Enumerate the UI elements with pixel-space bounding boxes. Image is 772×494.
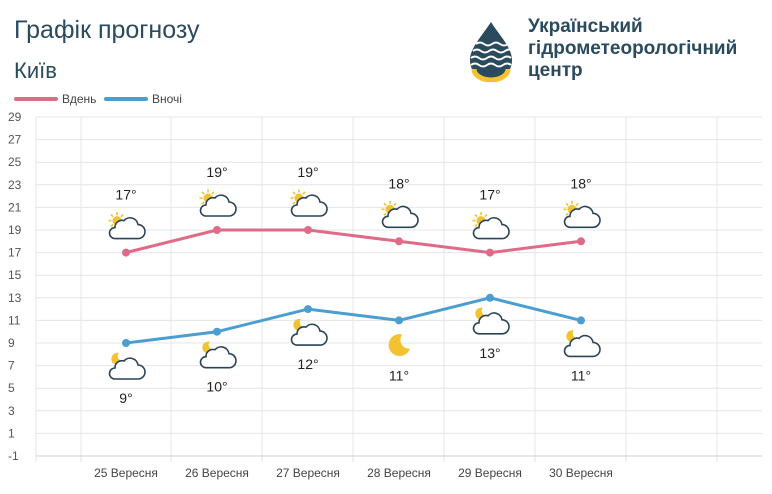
data-point-night[interactable]	[122, 339, 130, 347]
cloud-shape	[563, 205, 601, 229]
x-tick-label: 28 Вересня	[367, 466, 431, 480]
data-point-day[interactable]	[577, 237, 585, 246]
data-point-night[interactable]	[304, 305, 312, 314]
cloud-shape	[472, 216, 510, 240]
data-label-day: 19°	[206, 164, 227, 180]
y-tick-label: -1	[8, 449, 19, 463]
organization-name: Український гідрометеорологічний центр	[528, 16, 768, 82]
data-label-day: 17°	[115, 187, 136, 203]
page-title: Графік прогнозу	[14, 16, 200, 44]
sun-cloud-icon	[108, 212, 146, 240]
cloud-shape	[199, 194, 237, 217]
org-line: Український	[528, 16, 643, 37]
series-line-night	[125, 296, 582, 345]
data-point-night[interactable]	[577, 316, 585, 325]
y-tick-label: 3	[8, 404, 15, 418]
org-line: центр	[528, 60, 583, 81]
moon-icon	[388, 334, 410, 357]
sun-cloud-icon	[472, 212, 510, 240]
data-label-night: 9°	[119, 390, 132, 406]
cloud-shape	[563, 334, 601, 358]
y-tick-label: 13	[8, 291, 22, 305]
y-tick-label: 7	[8, 359, 15, 373]
y-tick-label: 27	[8, 133, 22, 147]
y-tick-label: 25	[8, 155, 22, 169]
data-label-day: 18°	[570, 175, 591, 191]
y-tick-label: 19	[8, 223, 22, 237]
hydromet-logo-icon	[470, 22, 514, 82]
data-label-day: 17°	[479, 187, 500, 203]
data-point-day[interactable]	[213, 226, 221, 234]
data-point-night[interactable]	[486, 293, 494, 302]
x-tick-label: 26 Вересня	[185, 466, 249, 480]
data-label-night: 10°	[206, 379, 227, 395]
moon-cloud-icon	[290, 318, 328, 346]
moon-cloud-icon	[199, 341, 237, 369]
cloud-shape	[290, 323, 328, 346]
sun-cloud-icon	[199, 189, 237, 217]
legend-swatch-night	[104, 97, 148, 101]
org-line: гідрометеорологічний	[528, 38, 738, 59]
y-tick-label: 5	[8, 381, 15, 395]
y-tick-label: 17	[8, 246, 22, 260]
y-tick-label: 21	[8, 200, 22, 214]
x-tick-label: 29 Вересня	[458, 466, 522, 480]
data-point-day[interactable]	[304, 226, 312, 234]
legend-label-night: Вночі	[152, 92, 182, 106]
y-tick-label: 11	[8, 313, 21, 327]
cloud-shape	[108, 357, 146, 380]
legend-label-day: Вдень	[62, 92, 97, 106]
cloud-shape	[108, 216, 146, 240]
moon-cloud-icon	[472, 307, 510, 335]
data-point-night[interactable]	[395, 316, 403, 325]
data-point-night[interactable]	[213, 327, 221, 336]
cloud-shape	[381, 205, 419, 229]
moon-cloud-icon	[563, 330, 601, 358]
data-label-day: 19°	[297, 164, 318, 180]
data-label-night: 11°	[571, 367, 591, 383]
data-point-day[interactable]	[486, 248, 494, 257]
sun-cloud-icon	[563, 200, 601, 229]
data-label-night: 11°	[389, 367, 409, 383]
x-tick-label: 27 Вересня	[276, 466, 340, 480]
series-line-day	[125, 228, 582, 255]
y-tick-label: 1	[8, 426, 15, 440]
x-tick-label: 30 Вересня	[549, 466, 613, 480]
data-point-day[interactable]	[395, 237, 403, 246]
cloud-shape	[199, 346, 237, 369]
y-tick-label: 9	[8, 336, 15, 350]
data-label-night: 12°	[297, 356, 318, 372]
data-point-day[interactable]	[122, 248, 130, 257]
legend-item-night[interactable]: Вночі	[104, 92, 182, 106]
data-label-day: 18°	[388, 175, 409, 191]
city-name: Київ	[14, 58, 57, 83]
y-tick-label: 23	[8, 178, 22, 192]
x-tick-label: 25 Вересня	[94, 466, 158, 480]
cloud-shape	[290, 194, 328, 217]
data-label-night: 13°	[479, 345, 500, 361]
y-tick-label: 15	[8, 268, 22, 282]
sun-cloud-icon	[290, 189, 328, 217]
cloud-shape	[472, 312, 510, 335]
legend-swatch-day	[14, 97, 58, 101]
legend-item-day[interactable]: Вдень	[14, 92, 96, 106]
sun-cloud-icon	[381, 200, 419, 229]
moon-cloud-icon	[108, 352, 146, 380]
y-tick-label: 29	[8, 110, 22, 124]
